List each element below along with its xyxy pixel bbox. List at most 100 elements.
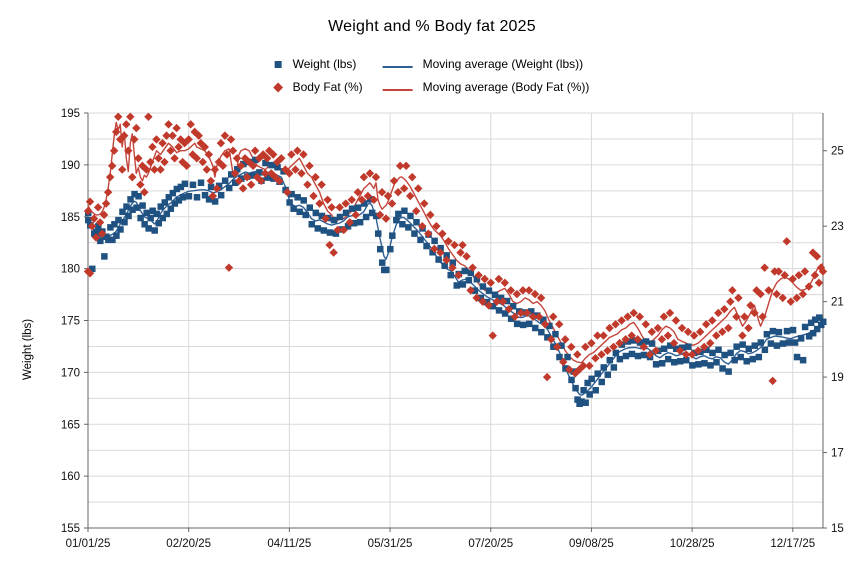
bodyfat-point xyxy=(299,150,308,159)
weight-point xyxy=(763,330,771,338)
weight-point xyxy=(725,368,732,375)
weight-point xyxy=(185,193,193,200)
weight-point xyxy=(813,325,821,333)
bodyfat-point xyxy=(103,188,113,197)
weight-point xyxy=(155,219,162,227)
weight-point xyxy=(449,259,456,266)
weight-point xyxy=(495,307,503,314)
bodyfat-point xyxy=(546,335,556,344)
weight-point xyxy=(145,225,152,232)
weight-point xyxy=(497,294,505,302)
bodyfat-point xyxy=(136,180,145,189)
weight-point xyxy=(399,221,406,228)
bodyfat-point xyxy=(234,176,244,186)
weight-point xyxy=(461,267,469,275)
weight-point xyxy=(153,210,160,218)
weight-point xyxy=(580,387,587,394)
weight-point xyxy=(306,204,314,211)
bodyfat-point xyxy=(573,350,582,359)
bodyfat-point xyxy=(126,112,135,121)
weight-point xyxy=(783,327,791,335)
bodyfat-point xyxy=(134,154,143,163)
bodyfat-point xyxy=(615,338,624,348)
weight-point xyxy=(485,287,493,294)
bodyfat-point xyxy=(639,342,648,352)
weight-point xyxy=(360,200,368,207)
bodyfat-point xyxy=(87,221,97,231)
weight-point xyxy=(262,159,269,167)
bodyfat-point xyxy=(180,138,189,148)
bodyfat-point xyxy=(99,210,109,220)
bodyfat-point xyxy=(359,172,369,182)
bodyfat-point xyxy=(633,335,642,344)
weight-point xyxy=(286,199,293,206)
bodyfat-point xyxy=(389,176,399,186)
weight-point xyxy=(348,205,356,212)
bodyfat-point xyxy=(412,206,421,216)
bodyfat-point xyxy=(377,188,387,197)
weight-point xyxy=(624,338,632,345)
weight-point xyxy=(701,360,708,367)
weight-point xyxy=(789,326,797,334)
weight-point xyxy=(163,210,171,218)
bodyfat-point xyxy=(158,138,167,148)
bodyfat-point xyxy=(671,316,681,325)
weight-point xyxy=(727,349,734,357)
bodyfat-point xyxy=(198,157,207,167)
weight-point xyxy=(227,171,235,178)
bodyfat-point xyxy=(540,320,550,329)
bodyfat-point xyxy=(418,221,427,231)
bodyfat-point xyxy=(683,327,693,337)
bodyfat-point xyxy=(548,312,558,321)
bodyfat-point xyxy=(669,338,679,348)
bodyfat-point xyxy=(387,199,397,208)
bodyfat-point xyxy=(665,308,675,318)
bodyfat-point xyxy=(238,184,248,193)
weight-point xyxy=(558,342,565,349)
weight-point xyxy=(606,356,614,364)
bodyfat-point xyxy=(345,218,354,227)
bodyfat-point xyxy=(810,271,820,280)
weight-point xyxy=(532,324,539,332)
bodyfat-point xyxy=(693,346,703,355)
weight-point xyxy=(93,229,100,236)
weight-point xyxy=(95,223,102,230)
weight-point xyxy=(685,343,692,350)
bodyfat-point xyxy=(242,172,252,182)
weight-point xyxy=(111,221,118,228)
weight-point xyxy=(165,194,173,201)
weight-point xyxy=(374,230,382,237)
bodyfat-point xyxy=(635,312,644,321)
weight-point xyxy=(387,245,394,253)
bodyfat-point xyxy=(269,150,278,159)
bodyfat-point xyxy=(699,342,709,352)
y-right-tick-label: 21 xyxy=(831,297,844,309)
chart-title: Weight and % Body fat 2025 xyxy=(328,18,536,35)
bodyfat-point xyxy=(111,127,121,137)
bodyfat-point xyxy=(494,274,503,284)
weight-point xyxy=(592,387,599,394)
weight-point xyxy=(528,308,535,315)
weight-point xyxy=(89,265,96,273)
bodyfat-point xyxy=(226,135,236,144)
bodyfat-point xyxy=(609,342,618,352)
bodyfat-point xyxy=(200,142,209,152)
bodyfat-point xyxy=(107,161,117,171)
weight-point xyxy=(376,245,384,253)
weight-point xyxy=(151,227,158,234)
weight-point xyxy=(127,196,134,203)
bodyfat-point xyxy=(603,346,612,355)
bodyfat-point xyxy=(150,165,159,174)
weight-point xyxy=(362,213,370,221)
weight-point xyxy=(133,204,140,211)
weight-point xyxy=(820,318,827,326)
weight-point xyxy=(405,224,412,231)
weight-point xyxy=(217,191,225,199)
bodyfat-point xyxy=(734,293,743,303)
weight-point xyxy=(447,271,454,279)
weight-point xyxy=(389,232,396,239)
bodyfat-point xyxy=(206,176,216,186)
weight-point xyxy=(801,323,809,331)
weight-point xyxy=(544,334,551,341)
weight-point xyxy=(207,183,215,191)
